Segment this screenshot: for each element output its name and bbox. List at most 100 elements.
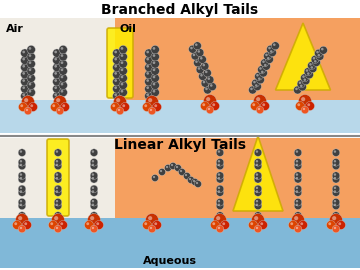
- Circle shape: [54, 72, 57, 75]
- Circle shape: [59, 88, 67, 97]
- Circle shape: [261, 102, 270, 110]
- Circle shape: [294, 86, 302, 94]
- Circle shape: [316, 52, 324, 60]
- Circle shape: [29, 69, 31, 71]
- Circle shape: [13, 221, 22, 229]
- Circle shape: [256, 74, 259, 77]
- Circle shape: [334, 164, 336, 166]
- Circle shape: [254, 176, 262, 183]
- Circle shape: [294, 149, 302, 156]
- Circle shape: [114, 86, 117, 89]
- Circle shape: [319, 46, 327, 54]
- Circle shape: [311, 55, 319, 63]
- Circle shape: [54, 172, 62, 180]
- Circle shape: [302, 77, 310, 85]
- Circle shape: [90, 162, 98, 170]
- Circle shape: [334, 190, 336, 193]
- Circle shape: [56, 187, 58, 189]
- Circle shape: [29, 83, 31, 86]
- Circle shape: [29, 90, 31, 93]
- Circle shape: [309, 63, 312, 66]
- Circle shape: [175, 164, 181, 171]
- Circle shape: [216, 198, 224, 206]
- Circle shape: [158, 168, 166, 176]
- Circle shape: [151, 74, 159, 82]
- Bar: [115, 18, 360, 133]
- Circle shape: [205, 87, 208, 90]
- Circle shape: [54, 189, 62, 196]
- Circle shape: [114, 79, 117, 82]
- Circle shape: [151, 67, 159, 75]
- Circle shape: [112, 104, 115, 107]
- Circle shape: [332, 212, 340, 219]
- Circle shape: [314, 60, 316, 63]
- Circle shape: [54, 212, 62, 219]
- Circle shape: [144, 222, 147, 225]
- Circle shape: [153, 61, 155, 64]
- Circle shape: [146, 86, 149, 89]
- Circle shape: [21, 92, 29, 100]
- Circle shape: [216, 162, 224, 170]
- Circle shape: [301, 97, 305, 101]
- Circle shape: [151, 81, 159, 89]
- Circle shape: [54, 216, 58, 220]
- Circle shape: [292, 214, 305, 227]
- Circle shape: [20, 150, 22, 153]
- Circle shape: [20, 204, 22, 206]
- Circle shape: [202, 103, 205, 106]
- Circle shape: [254, 158, 262, 166]
- Circle shape: [150, 109, 152, 111]
- Circle shape: [265, 54, 268, 56]
- Circle shape: [58, 109, 60, 111]
- Circle shape: [296, 102, 305, 110]
- Circle shape: [303, 78, 306, 81]
- Circle shape: [18, 212, 26, 219]
- Circle shape: [113, 85, 121, 93]
- Circle shape: [294, 198, 302, 206]
- Circle shape: [189, 178, 191, 180]
- Circle shape: [211, 221, 220, 229]
- Circle shape: [338, 222, 341, 225]
- Circle shape: [296, 164, 298, 166]
- Circle shape: [206, 97, 210, 101]
- Circle shape: [50, 103, 59, 112]
- Circle shape: [185, 174, 187, 176]
- Circle shape: [218, 187, 220, 189]
- Circle shape: [54, 162, 62, 170]
- Circle shape: [153, 54, 155, 57]
- Circle shape: [166, 166, 168, 168]
- Circle shape: [60, 69, 63, 71]
- Circle shape: [22, 86, 25, 89]
- Circle shape: [153, 69, 155, 71]
- Circle shape: [119, 60, 127, 68]
- Circle shape: [203, 94, 216, 107]
- Circle shape: [54, 158, 62, 166]
- Circle shape: [119, 53, 127, 61]
- Circle shape: [18, 176, 26, 183]
- Circle shape: [206, 76, 214, 84]
- Circle shape: [216, 149, 224, 156]
- Circle shape: [264, 52, 271, 60]
- Circle shape: [271, 42, 279, 50]
- Circle shape: [296, 213, 298, 216]
- Circle shape: [56, 204, 58, 206]
- Circle shape: [216, 176, 224, 183]
- Circle shape: [184, 173, 190, 180]
- Circle shape: [21, 56, 29, 65]
- Circle shape: [145, 214, 158, 227]
- Circle shape: [208, 83, 216, 91]
- Circle shape: [256, 150, 258, 153]
- Circle shape: [296, 204, 298, 206]
- Circle shape: [250, 87, 253, 90]
- Circle shape: [332, 149, 340, 156]
- Circle shape: [116, 107, 124, 115]
- Circle shape: [256, 173, 258, 176]
- Circle shape: [216, 185, 224, 193]
- Circle shape: [264, 64, 266, 66]
- Circle shape: [53, 49, 61, 57]
- Circle shape: [332, 189, 340, 196]
- FancyBboxPatch shape: [107, 28, 133, 98]
- Circle shape: [212, 103, 215, 106]
- Circle shape: [294, 189, 302, 196]
- Circle shape: [313, 57, 315, 60]
